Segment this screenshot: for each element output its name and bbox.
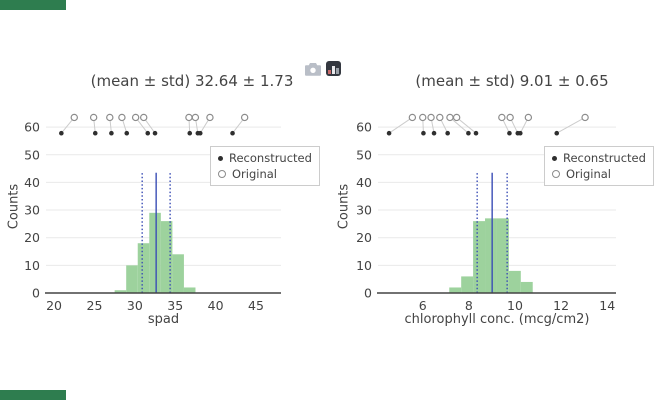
- svg-text:30: 30: [127, 298, 143, 313]
- svg-text:0: 0: [32, 286, 40, 301]
- x-tick-labels: 20 25 30 35 40 45: [46, 298, 264, 313]
- corner-accent-top: [0, 0, 66, 10]
- plotly-modebar: [305, 61, 341, 76]
- y-tick-labels: 0 10 20 30 40 50 60: [24, 120, 40, 301]
- original-circle-icon: [552, 170, 560, 178]
- x-tick-labels: 6 8 10 12 14: [419, 298, 615, 313]
- svg-text:60: 60: [356, 120, 372, 135]
- reconstructed-points: [386, 130, 560, 136]
- svg-text:0: 0: [364, 286, 372, 301]
- reconstructed-dot-icon: [552, 155, 557, 161]
- plot-area[interactable]: 0 10 20 30 40 50 60 6 8 10 12 14: [330, 60, 657, 360]
- legend-item-reconstructed[interactable]: Reconstructed: [218, 150, 314, 166]
- y-tick-labels: 0 10 20 30 40 50 60: [356, 120, 372, 301]
- chart-title: (mean ± std) 9.01 ± 0.65: [415, 72, 609, 90]
- camera-icon[interactable]: [305, 62, 321, 76]
- svg-text:20: 20: [24, 230, 40, 245]
- svg-text:50: 50: [356, 147, 372, 162]
- legend: Reconstructed Original: [210, 146, 320, 186]
- original-points: [408, 113, 589, 122]
- svg-text:40: 40: [24, 175, 40, 190]
- subplot-chlorophyll: (mean ± std) 9.01 ± 0.65 0 10 20 30 40 50 60 6 8…: [330, 60, 657, 360]
- y-axis-title: Counts: [6, 183, 22, 230]
- svg-text:20: 20: [46, 298, 62, 313]
- x-axis-title: chlorophyll conc. (mcg/cm2): [404, 312, 590, 327]
- svg-text:40: 40: [208, 298, 224, 313]
- svg-text:30: 30: [24, 203, 40, 218]
- x-axis-title: spad: [147, 312, 180, 327]
- svg-text:14: 14: [599, 298, 615, 313]
- legend-item-reconstructed[interactable]: Reconstructed: [552, 150, 648, 166]
- svg-text:6: 6: [419, 298, 427, 313]
- plotly-logo-icon[interactable]: [326, 61, 341, 76]
- svg-text:45: 45: [248, 298, 264, 313]
- svg-text:10: 10: [507, 298, 523, 313]
- histogram-bars: [114, 212, 196, 293]
- svg-text:8: 8: [465, 298, 473, 313]
- svg-text:60: 60: [24, 120, 40, 135]
- std-lines: [141, 172, 171, 293]
- legend-label: Original: [232, 167, 278, 181]
- legend: Reconstructed Original: [544, 146, 654, 186]
- svg-text:50: 50: [24, 147, 40, 162]
- svg-text:25: 25: [87, 298, 103, 313]
- svg-text:12: 12: [553, 298, 569, 313]
- legend-label: Reconstructed: [229, 151, 312, 165]
- original-points: [70, 113, 249, 122]
- chart-title: (mean ± std) 32.64 ± 1.73: [90, 72, 294, 90]
- svg-text:35: 35: [167, 298, 183, 313]
- legend-label: Reconstructed: [563, 151, 646, 165]
- reconstructed-dot-icon: [218, 155, 223, 161]
- legend-label: Original: [566, 167, 612, 181]
- legend-item-original[interactable]: Original: [552, 166, 648, 182]
- svg-text:30: 30: [356, 203, 372, 218]
- svg-text:40: 40: [356, 175, 372, 190]
- legend-item-original[interactable]: Original: [218, 166, 314, 182]
- svg-text:20: 20: [356, 230, 372, 245]
- svg-text:10: 10: [24, 258, 40, 273]
- rug-connectors: [60, 117, 246, 134]
- rug-connectors: [388, 117, 586, 134]
- subplot-spad: (mean ± std) 32.64 ± 1.73 0 10 20 30 40 50 60 2…: [0, 60, 330, 360]
- histogram-bars: [449, 218, 533, 293]
- original-circle-icon: [218, 170, 226, 178]
- corner-accent-bottom: [0, 390, 66, 400]
- svg-text:10: 10: [356, 258, 372, 273]
- std-lines: [476, 172, 508, 293]
- y-axis-title: Counts: [336, 183, 352, 230]
- reconstructed-points: [59, 130, 235, 136]
